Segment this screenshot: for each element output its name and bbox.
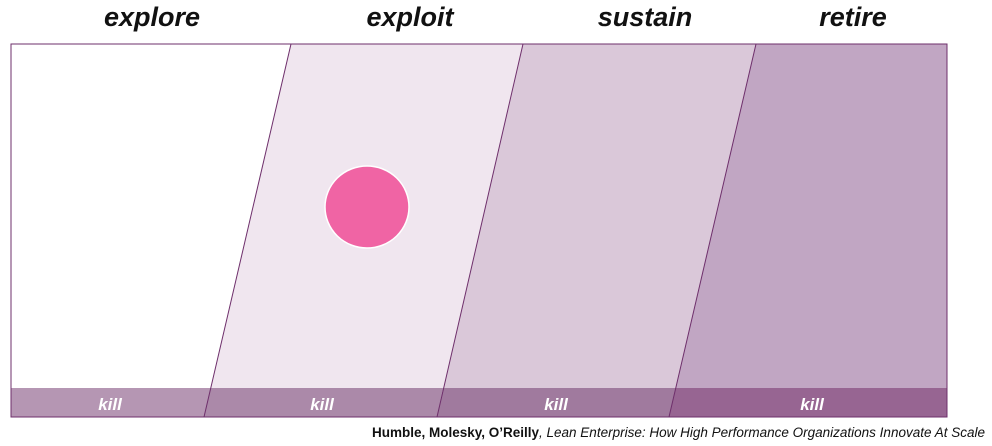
dividers xyxy=(10,43,948,418)
stage-label: retire xyxy=(819,2,887,32)
caption-authors: Humble, Molesky, O’Reilly xyxy=(372,425,540,440)
kill-label: kill xyxy=(98,395,123,414)
caption-title: , Lean Enterprise: How High Performance … xyxy=(539,425,985,440)
stage-label: exploit xyxy=(366,2,454,32)
kill-band xyxy=(437,388,676,417)
sustain-area xyxy=(437,44,756,417)
kill-label: kill xyxy=(800,395,825,414)
idea-marker xyxy=(324,165,410,249)
kill-label: kill xyxy=(544,395,569,414)
stage-label: sustain xyxy=(598,2,693,32)
kill-band xyxy=(669,388,947,417)
explore-area xyxy=(11,44,291,417)
caption: Humble, Molesky, O’Reilly, Lean Enterpri… xyxy=(372,425,985,440)
retire-area xyxy=(669,44,947,417)
stage-label: explore xyxy=(104,2,200,32)
kill-band xyxy=(11,388,211,417)
kill-band xyxy=(204,388,443,417)
kill-label: kill xyxy=(310,395,335,414)
